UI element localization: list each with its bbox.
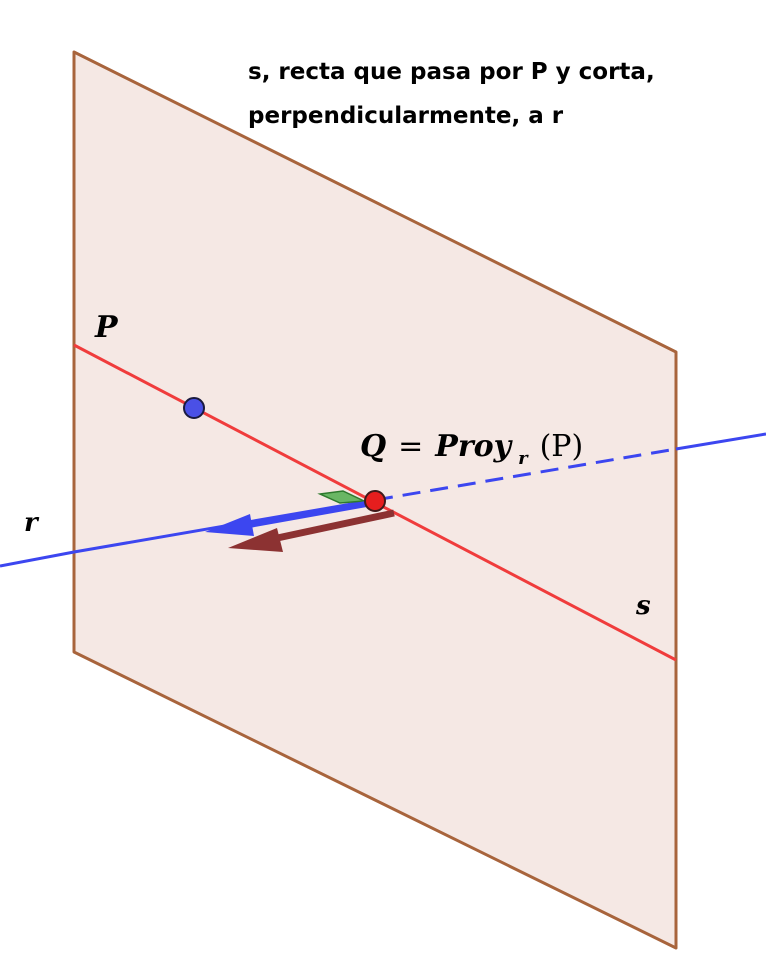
label-q-projection: Q = Proy r (P) [360,429,583,469]
label-q-name: Q [360,429,386,464]
label-proj-argument: (P) [540,429,584,464]
vector-s-shaft [267,509,395,544]
vector-s-arrowhead [228,528,283,552]
title-line-1: s, recta que pasa por P y corta, [248,59,655,85]
line-r-right-segment [675,432,766,451]
title-line-2: perpendicularmente, a r [248,103,564,129]
point-q[interactable] [364,490,386,512]
line-r-hidden-segment [374,447,677,502]
label-r: r [24,508,40,538]
label-s: s [635,591,651,621]
label-proj-name: Proy [434,429,513,464]
line-r-left-segment [0,550,75,568]
label-p: P [94,310,119,345]
direction-vector-r-arrowhead [205,514,254,536]
label-equals: = [398,429,423,464]
direction-vector-r-shaft [237,500,373,530]
label-proj-subscript: r [518,448,529,469]
point-p[interactable] [183,397,205,419]
